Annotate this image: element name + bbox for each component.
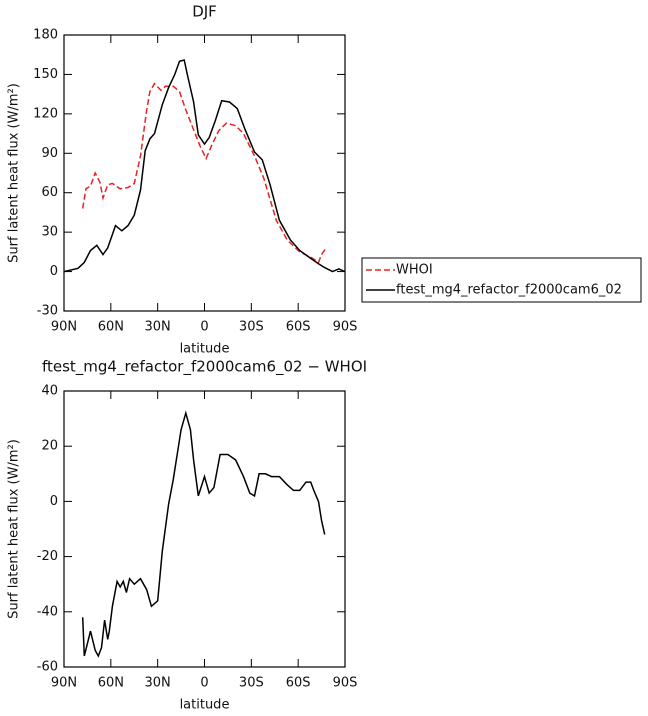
- y-tick-label: 120: [33, 106, 58, 121]
- x-tick-label: 90N: [51, 320, 77, 335]
- y-tick-label: 90: [41, 146, 58, 161]
- data-line: [81, 410, 326, 658]
- x-tick-label: 90S: [333, 320, 358, 335]
- x-tick-label: 90S: [333, 676, 358, 691]
- legend-label: ftest_mg4_refactor_f2000cam6_02: [396, 283, 622, 298]
- chart-title: DJF: [192, 3, 217, 21]
- x-tick-label: 0: [200, 320, 208, 335]
- y-tick-label: 30: [41, 225, 58, 240]
- y-tick-label: 150: [33, 67, 58, 82]
- x-tick-label: 90N: [51, 676, 77, 691]
- x-tick-label: 60S: [286, 676, 311, 691]
- chart-title: ftest_mg4_refactor_f2000cam6_02 − WHOI: [42, 358, 367, 377]
- x-tick-label: 30S: [239, 320, 264, 335]
- y-tick-label: -60: [37, 660, 58, 675]
- legend-box: [361, 257, 642, 303]
- x-tick-label: 30N: [145, 320, 171, 335]
- y-tick-label: 180: [33, 28, 58, 43]
- legend-label: WHOI: [396, 263, 433, 278]
- x-tick-label: 30S: [239, 676, 264, 691]
- x-tick-label: 30N: [145, 676, 171, 691]
- y-tick-label: 0: [50, 264, 58, 279]
- y-axis-label: Surf latent heat flux (W/m²): [7, 83, 22, 263]
- y-tick-label: 20: [41, 439, 58, 454]
- data-line: [63, 59, 346, 273]
- y-tick-label: -20: [37, 549, 58, 564]
- y-tick-label: -40: [37, 604, 58, 619]
- data-line: [81, 82, 327, 264]
- x-tick-label: 60S: [286, 320, 311, 335]
- y-tick-label: 60: [41, 185, 58, 200]
- plot-frame: [63, 34, 346, 312]
- y-axis-label: Surf latent heat flux (W/m²): [7, 439, 22, 619]
- x-tick-label: 0: [200, 676, 208, 691]
- y-tick-label: -30: [37, 304, 58, 319]
- x-axis-label: latitude: [180, 342, 230, 357]
- x-axis-label: latitude: [180, 698, 230, 713]
- x-tick-label: 60N: [98, 320, 124, 335]
- y-tick-label: 0: [50, 494, 58, 509]
- y-tick-label: 40: [41, 384, 58, 399]
- x-tick-label: 60N: [98, 676, 124, 691]
